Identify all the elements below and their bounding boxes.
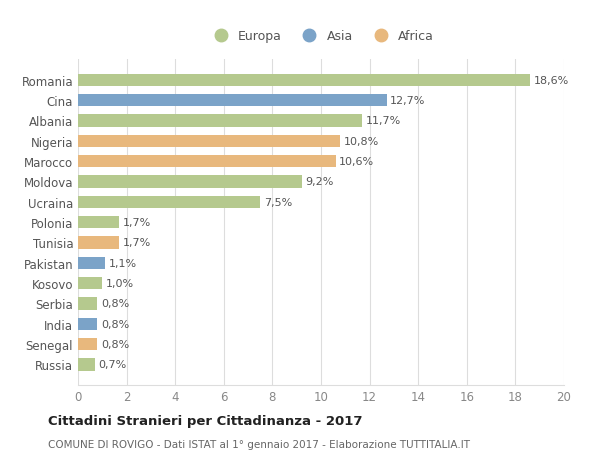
Text: 1,0%: 1,0% [106, 279, 134, 288]
Bar [78, 237, 119, 249]
Text: 1,7%: 1,7% [123, 238, 151, 248]
Text: 1,7%: 1,7% [123, 218, 151, 228]
Bar [78, 115, 362, 127]
Text: 11,7%: 11,7% [366, 116, 401, 126]
Bar [78, 277, 102, 290]
Text: 10,6%: 10,6% [339, 157, 374, 167]
Text: 0,8%: 0,8% [101, 339, 130, 349]
Text: 9,2%: 9,2% [305, 177, 334, 187]
Bar [78, 74, 530, 87]
Text: 18,6%: 18,6% [533, 76, 569, 85]
Text: 0,8%: 0,8% [101, 319, 130, 329]
Bar [78, 318, 97, 330]
Bar [78, 338, 97, 351]
Text: Cittadini Stranieri per Cittadinanza - 2017: Cittadini Stranieri per Cittadinanza - 2… [48, 414, 362, 428]
Bar [78, 135, 340, 147]
Bar [78, 176, 302, 188]
Text: 1,1%: 1,1% [109, 258, 137, 268]
Bar [78, 298, 97, 310]
Bar [78, 257, 105, 269]
Bar [78, 358, 95, 371]
Text: 0,7%: 0,7% [98, 360, 127, 369]
Text: 12,7%: 12,7% [390, 96, 425, 106]
Text: 0,8%: 0,8% [101, 299, 130, 309]
Bar [78, 196, 260, 208]
Bar [78, 156, 335, 168]
Bar [78, 217, 119, 229]
Bar [78, 95, 386, 107]
Text: COMUNE DI ROVIGO - Dati ISTAT al 1° gennaio 2017 - Elaborazione TUTTITALIA.IT: COMUNE DI ROVIGO - Dati ISTAT al 1° genn… [48, 440, 470, 449]
Legend: Europa, Asia, Africa: Europa, Asia, Africa [208, 30, 434, 43]
Text: 10,8%: 10,8% [344, 136, 379, 146]
Text: 7,5%: 7,5% [264, 197, 292, 207]
